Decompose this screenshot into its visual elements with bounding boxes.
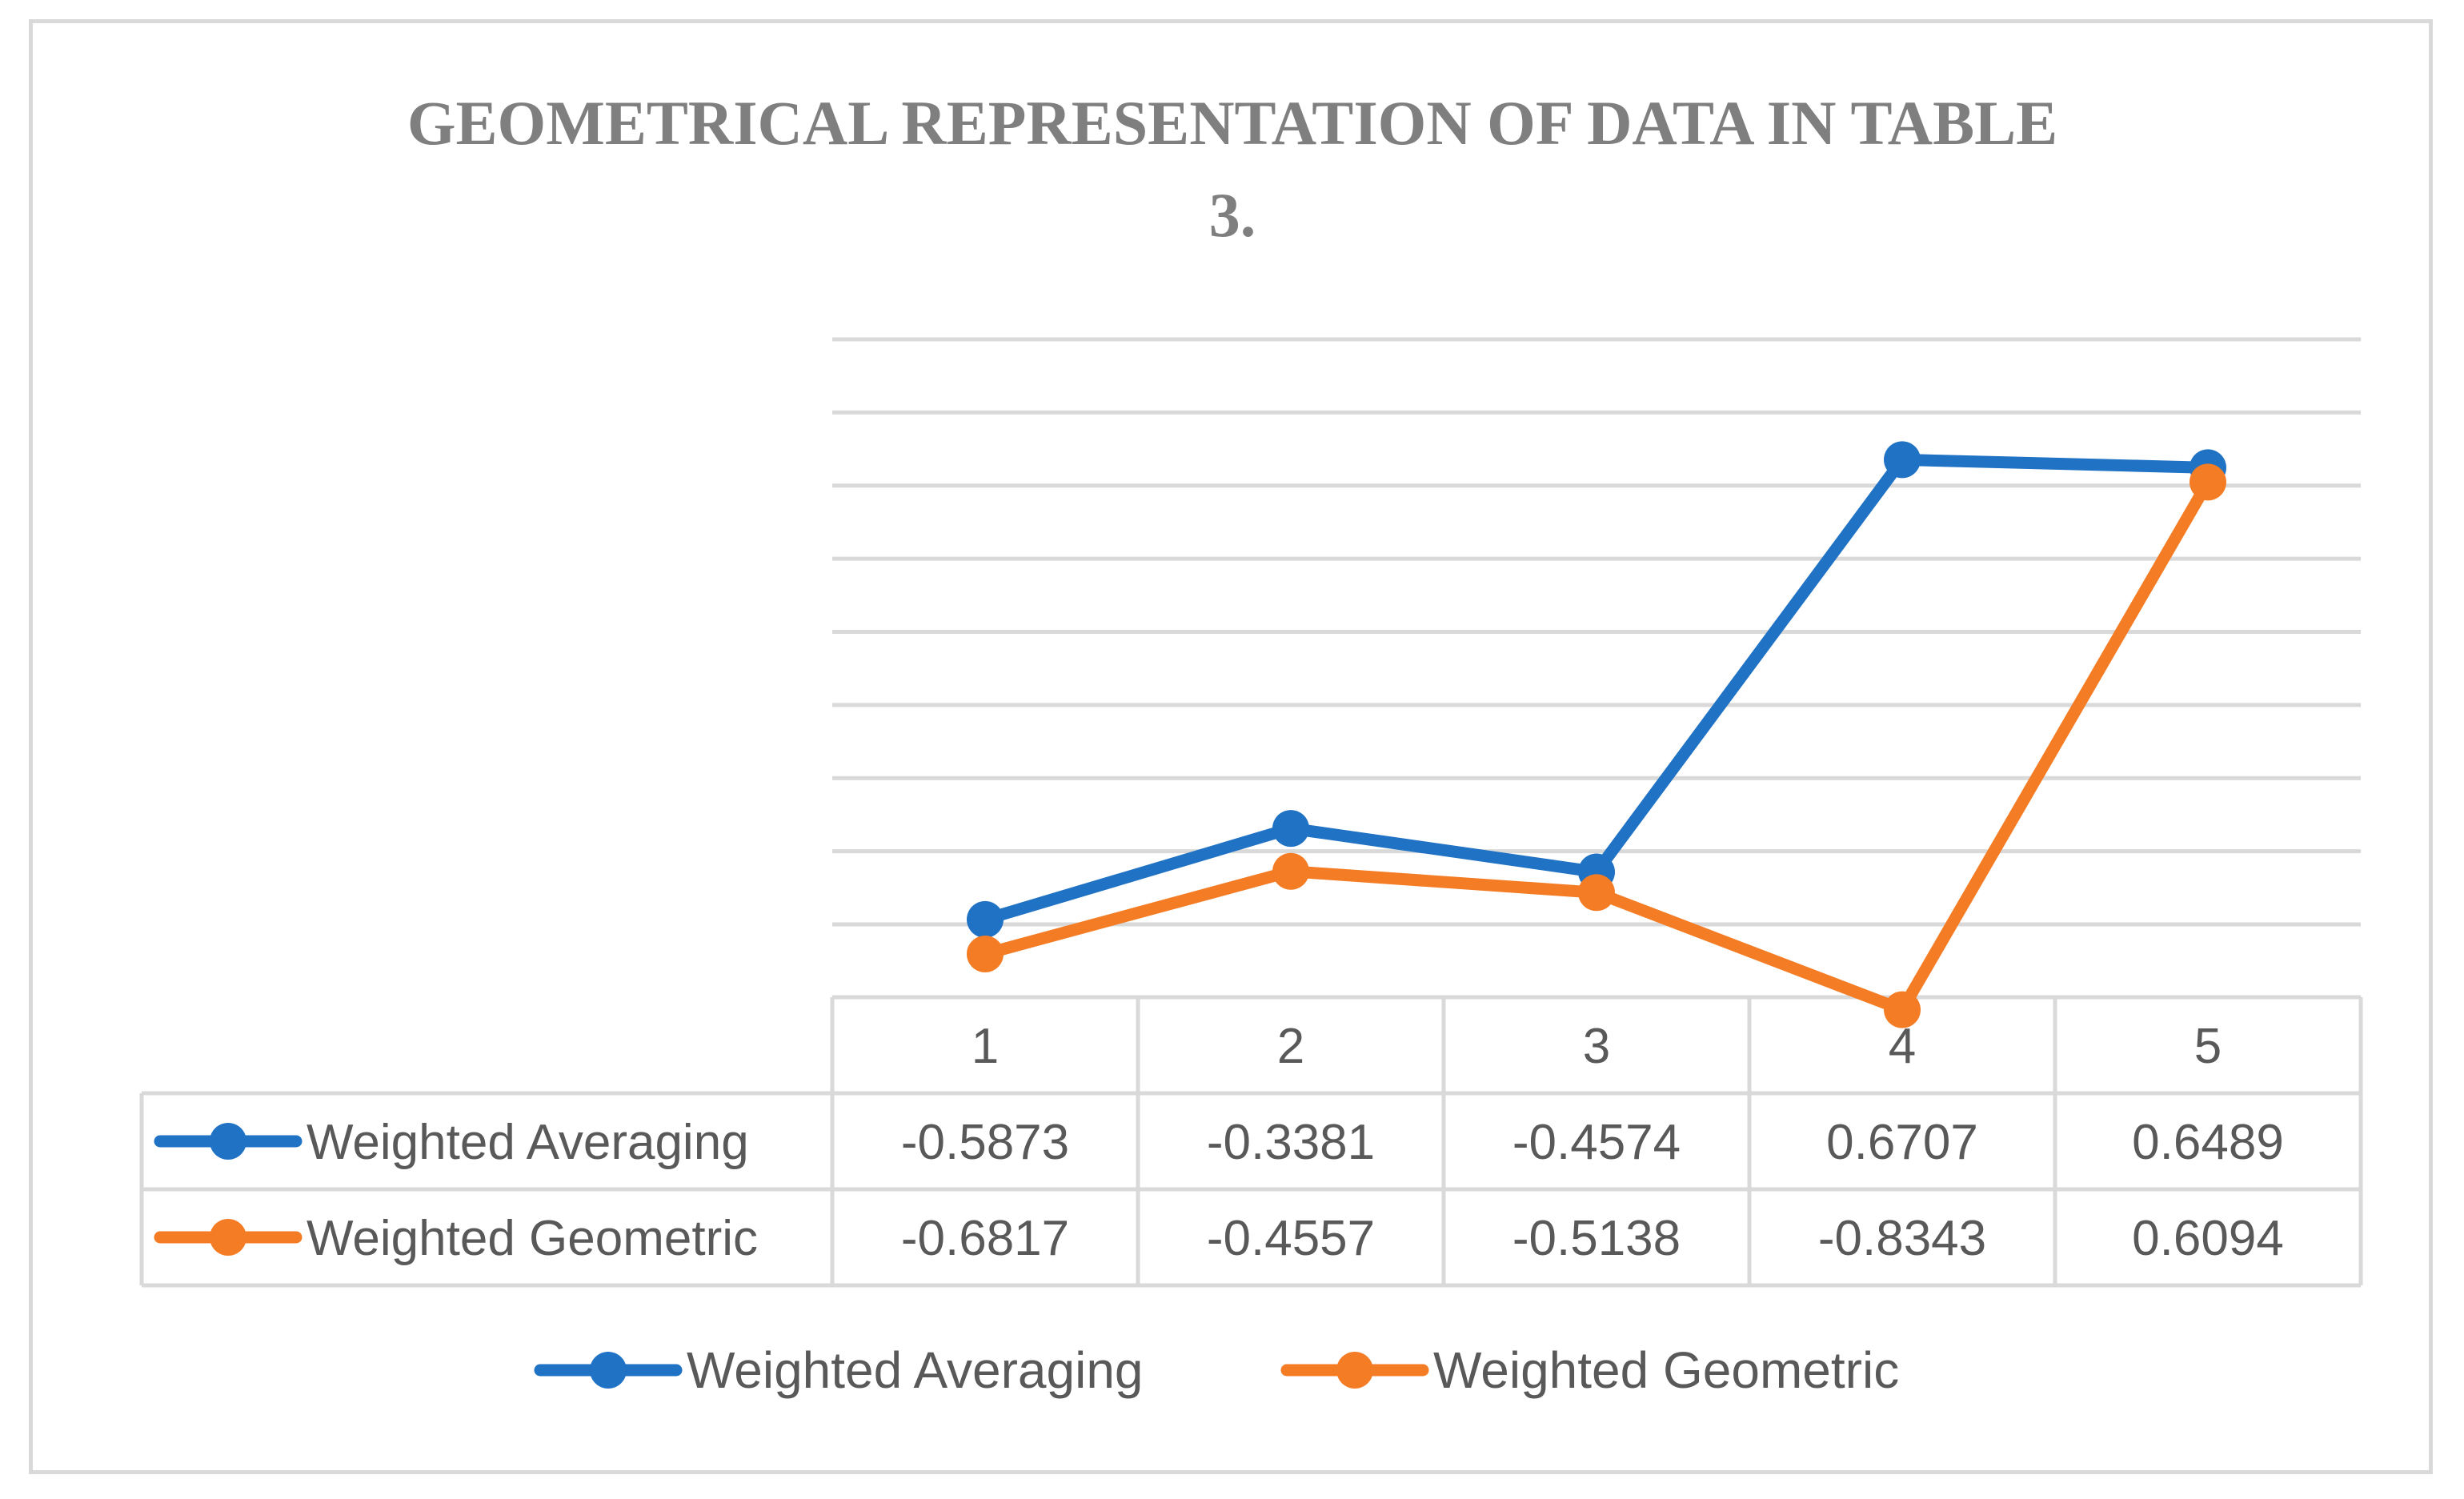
data-point xyxy=(1578,874,1615,912)
table-cell-value: -0.5138 xyxy=(1512,1211,1681,1266)
row-legend-marker xyxy=(210,1219,246,1256)
data-point xyxy=(1884,441,1921,479)
chart-title-line2: 3. xyxy=(1209,180,1256,250)
table-cell-value: -0.4574 xyxy=(1512,1115,1681,1170)
table-cell-value: 0.6707 xyxy=(1826,1115,1978,1170)
series-lines xyxy=(967,441,2226,1028)
chart-frame xyxy=(29,19,2433,1474)
chart-title-line1: GEOMETRICAL REPRESENTATION OF DATA IN TA… xyxy=(407,88,2057,158)
series-line-2 xyxy=(979,475,2214,1016)
table-cell-value: -0.5873 xyxy=(901,1115,1069,1170)
table-cell-value: -0.6817 xyxy=(901,1211,1069,1266)
data-point xyxy=(2190,463,2226,501)
category-label: 3 xyxy=(1583,1019,1610,1074)
legend-marker xyxy=(1336,1352,1373,1389)
table-cell-value: 0.6094 xyxy=(2132,1211,2284,1266)
row-series-name: Weighted Averaging xyxy=(306,1115,749,1170)
data-point xyxy=(1272,852,1309,890)
table-cell-value: 0.6489 xyxy=(2132,1115,2284,1170)
data-point xyxy=(1272,810,1309,848)
table-cell-value: -0.3381 xyxy=(1207,1115,1375,1170)
data-point xyxy=(1884,991,1921,1028)
gridlines xyxy=(832,337,2361,927)
legend-label: Weighted Averaging xyxy=(687,1341,1144,1399)
category-label: 5 xyxy=(2194,1019,2222,1074)
category-label: 1 xyxy=(972,1019,999,1074)
legend-label: Weighted Geometric xyxy=(1433,1341,1899,1399)
row-series-name: Weighted Geometric xyxy=(306,1211,758,1266)
row-legend-marker xyxy=(210,1123,246,1160)
data-point xyxy=(967,900,1004,938)
legend: Weighted Averaging Weighted Geometric xyxy=(534,1341,1899,1399)
data-point xyxy=(967,935,1004,972)
legend-marker xyxy=(590,1352,627,1389)
table-cell-value: -0.4557 xyxy=(1207,1211,1375,1266)
table-cell-value: -0.8343 xyxy=(1818,1211,1986,1266)
category-label: 2 xyxy=(1277,1019,1304,1074)
